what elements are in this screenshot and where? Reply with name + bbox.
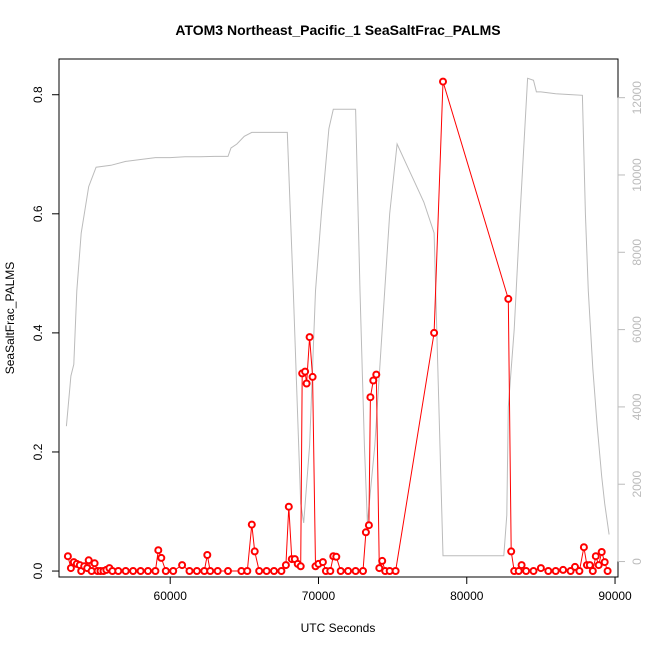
data-point — [243, 567, 252, 575]
y-axis-label: SeaSaltFrac_PALMS — [3, 262, 17, 375]
data-point — [361, 528, 370, 537]
x-tick-label: 90000 — [598, 589, 632, 603]
data-point — [114, 567, 123, 575]
data-point — [277, 567, 286, 575]
data-point — [301, 367, 310, 376]
y2-tick-label: 12000 — [630, 81, 644, 115]
data-point — [344, 567, 353, 575]
data-point — [359, 567, 367, 575]
data-point — [351, 567, 360, 575]
data-point — [296, 562, 305, 571]
y2-tick-label: 8000 — [630, 239, 644, 266]
data-point — [559, 565, 568, 574]
axes-layer: 60000 70000 80000 90000 0.0 0.2 0.4 0.6 0.8 0 2000… — [31, 81, 644, 603]
data-point — [157, 553, 166, 562]
y2-tick-label: 0 — [630, 558, 644, 565]
data-point — [597, 548, 606, 556]
y-tick-label: 0.8 — [31, 86, 45, 103]
data-point — [529, 567, 538, 575]
x-tick-label: 80000 — [450, 589, 484, 603]
y-tick-label: 0.0 — [31, 562, 45, 579]
data-point — [206, 567, 215, 575]
data-point — [185, 567, 194, 575]
data-point — [154, 546, 163, 555]
y2-tick-label: 4000 — [630, 393, 644, 420]
data-point — [430, 328, 439, 337]
y2-tick-label: 2000 — [630, 471, 644, 498]
data-point — [284, 502, 293, 511]
data-point — [439, 77, 447, 86]
data-point — [308, 372, 317, 381]
y-tick-label: 0.6 — [31, 205, 45, 222]
data-point — [378, 556, 387, 565]
data-point — [336, 567, 345, 575]
data-point — [192, 567, 201, 575]
data-point — [63, 552, 72, 561]
data-point — [332, 552, 341, 561]
data-point — [585, 561, 594, 570]
data-point — [588, 567, 597, 575]
data-point — [366, 393, 375, 402]
data-point — [281, 561, 290, 570]
chart-title: ATOM3 Northeast_Pacific_1 SeaSaltFrac_PA… — [175, 22, 500, 38]
data-point — [591, 552, 600, 561]
data-point — [517, 561, 526, 570]
data-point — [514, 567, 523, 575]
data-point — [326, 567, 335, 575]
data-point — [318, 558, 327, 567]
data-point — [507, 547, 516, 556]
data-point — [250, 547, 259, 556]
data-point — [504, 294, 513, 303]
data-point — [544, 567, 553, 575]
data-point — [579, 543, 588, 552]
secondary-series-line — [65, 77, 610, 557]
data-point — [364, 521, 373, 530]
data-point — [391, 567, 400, 575]
data-point — [302, 379, 311, 388]
data-point — [151, 567, 160, 575]
data-point — [255, 567, 264, 575]
data-point — [372, 370, 381, 379]
data-point — [203, 551, 212, 559]
data-point — [84, 556, 93, 565]
x-tick-label: 70000 — [302, 589, 336, 603]
data-point — [121, 567, 130, 575]
data-point — [262, 567, 271, 575]
data-point — [136, 567, 145, 575]
x-tick-label: 60000 — [154, 589, 188, 603]
data-point — [305, 333, 314, 342]
data-point — [600, 558, 609, 567]
data-point — [129, 567, 138, 575]
y2-tick-label: 10000 — [630, 158, 644, 192]
data-point — [369, 376, 378, 385]
data-point — [575, 567, 584, 575]
y-tick-label: 0.2 — [31, 443, 45, 460]
data-point — [161, 567, 170, 575]
data-point — [66, 564, 75, 573]
data-point — [247, 520, 256, 529]
data-point — [594, 561, 603, 570]
y-tick-label: 0.4 — [31, 324, 45, 341]
data-point — [536, 564, 545, 573]
data-point — [169, 567, 178, 575]
y2-tick-label: 6000 — [630, 316, 644, 343]
data-point — [603, 567, 612, 575]
data-point — [375, 564, 384, 573]
secondary-series-layer — [65, 77, 610, 557]
data-point — [270, 567, 278, 575]
data-point — [144, 567, 152, 575]
data-point — [224, 567, 232, 575]
primary-series-layer — [63, 77, 612, 575]
data-point — [522, 567, 531, 575]
data-point — [213, 567, 222, 575]
data-point — [178, 561, 187, 570]
x-axis-label: UTC Seconds — [301, 621, 376, 635]
data-point — [90, 559, 99, 568]
data-point — [551, 567, 560, 575]
